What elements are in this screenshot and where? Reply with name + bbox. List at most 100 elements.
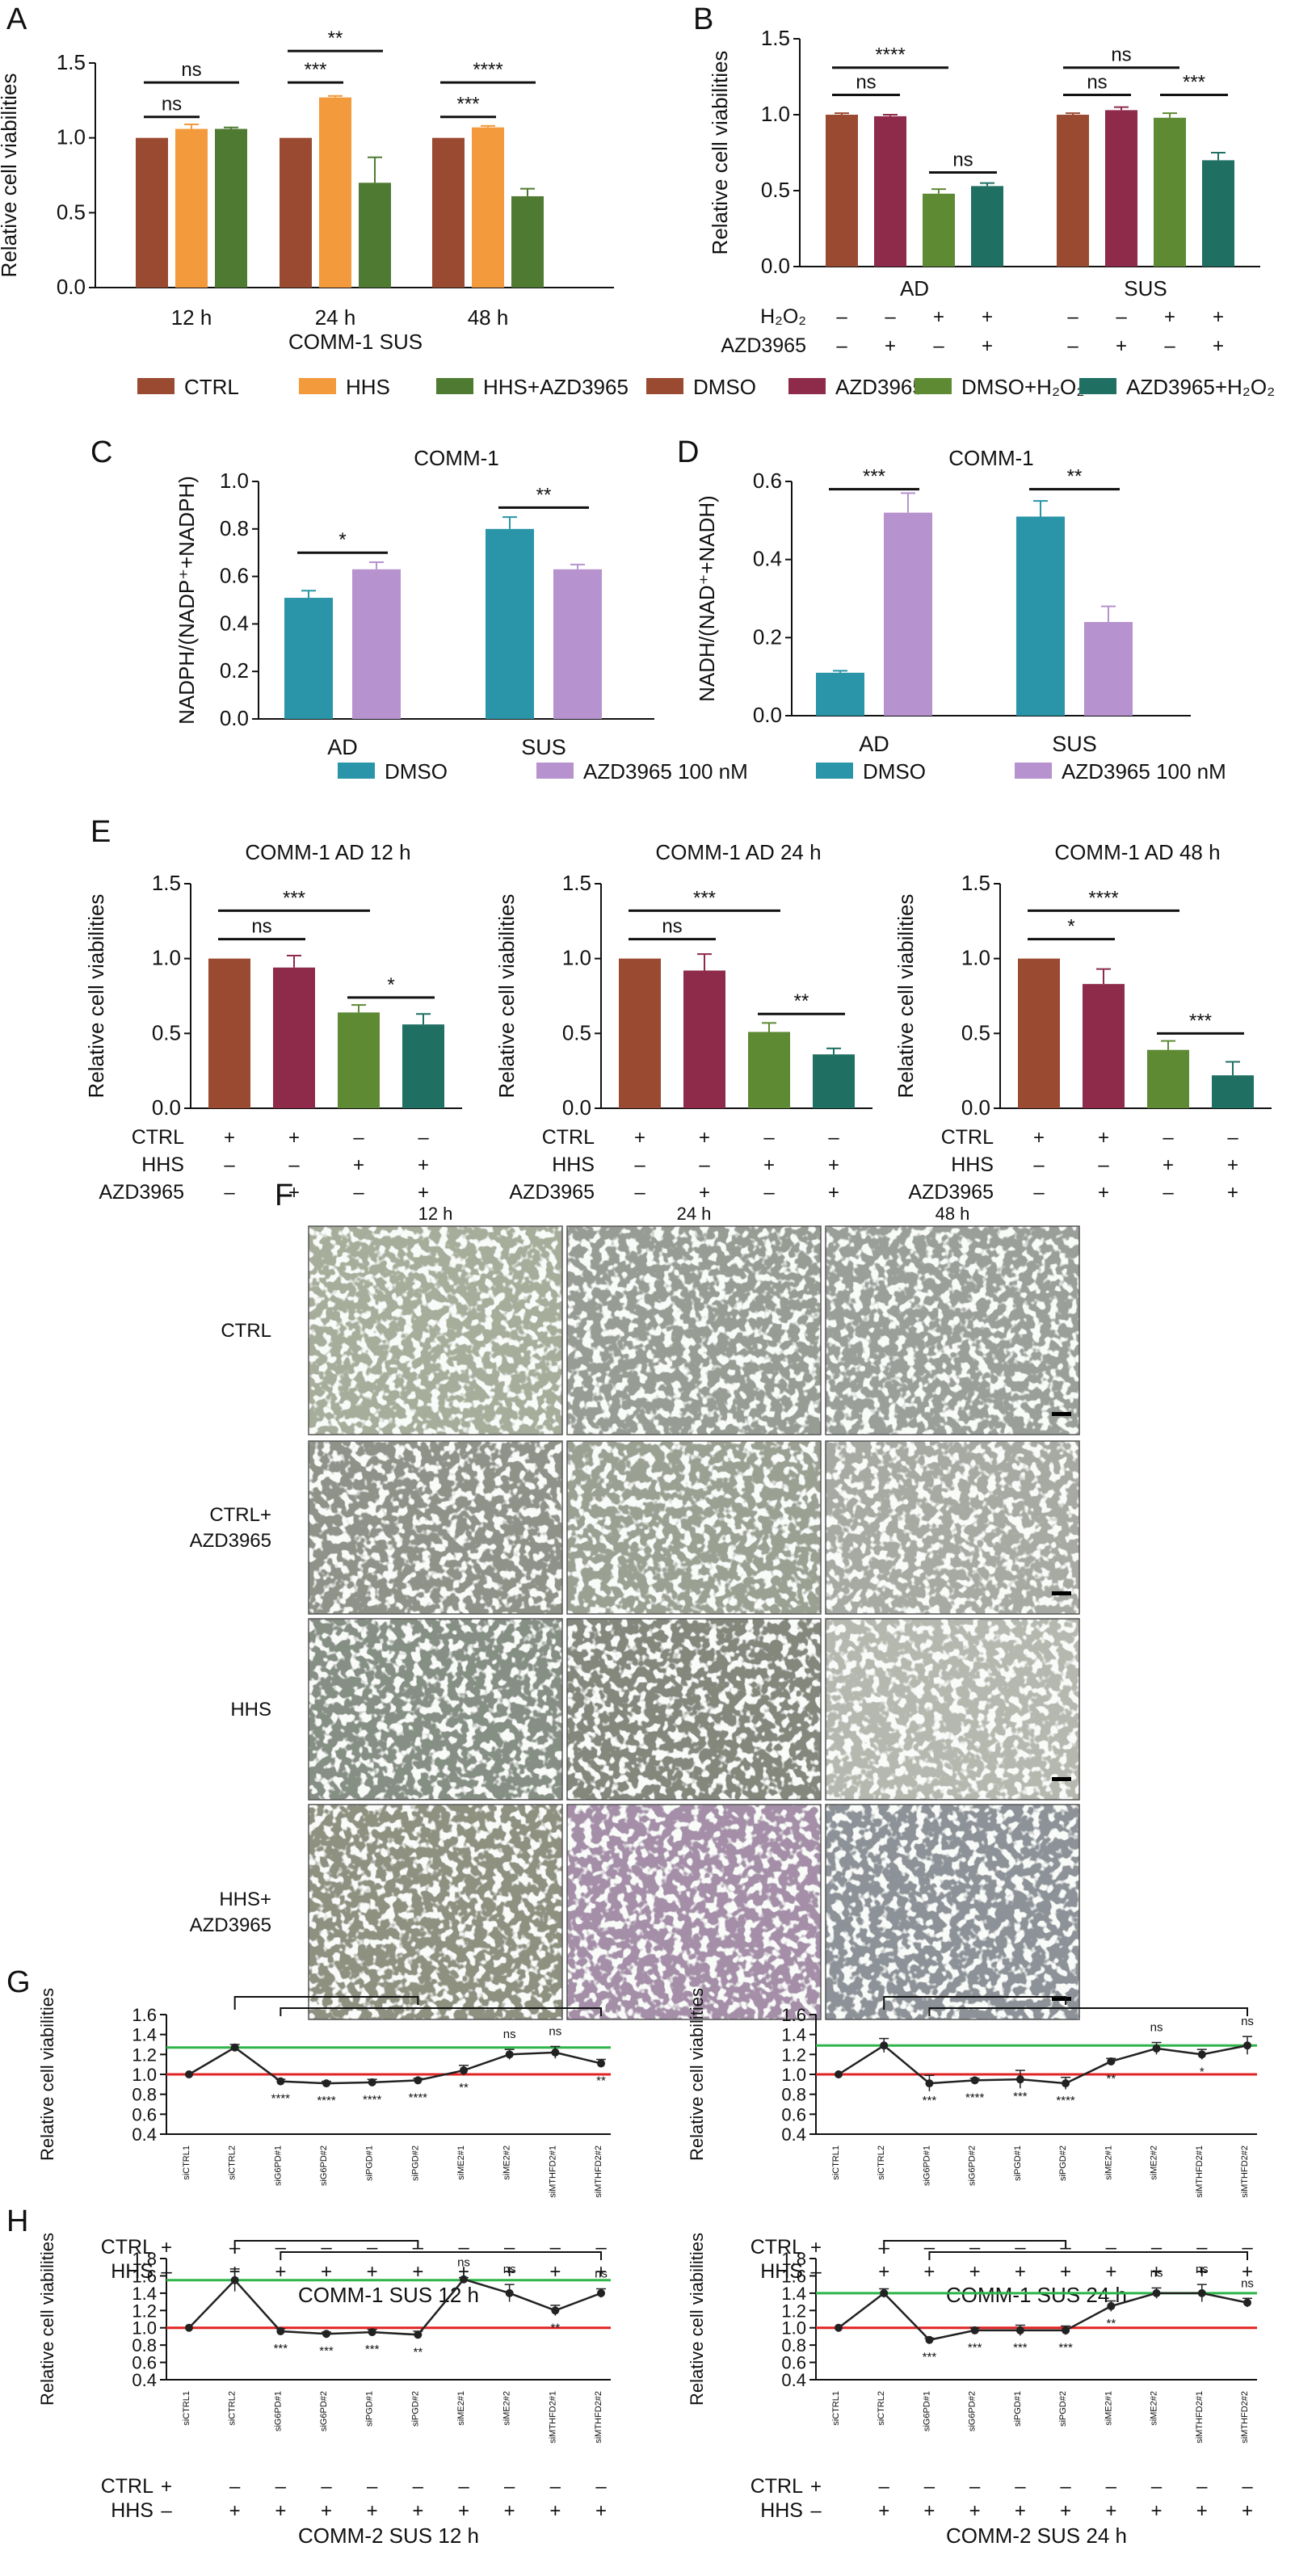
condition-sign: – xyxy=(224,1182,235,1204)
data-point xyxy=(597,2059,605,2068)
condition-label: CTRL xyxy=(751,2475,803,2498)
chart-e3: 0.0 0.5 1.0 1.5 Relative cell viabilities COM… xyxy=(893,840,1272,1204)
condition-sign: – xyxy=(161,2500,172,2522)
comparison-bracket xyxy=(928,2251,1248,2260)
significance-label: **** xyxy=(1056,2094,1075,2107)
x-tick-label: siG6PD#1 xyxy=(273,2145,283,2186)
significance-label: ns xyxy=(549,2024,561,2038)
chart-title: COMM-1 SUS 12 h xyxy=(298,2283,479,2307)
y-tick-label: 1.0 xyxy=(132,2065,157,2085)
data-point xyxy=(505,2050,514,2059)
x-tick-label: siPGD#1 xyxy=(1013,2391,1023,2427)
condition-sign: – xyxy=(1227,1127,1238,1149)
condition-label: AZD3965 xyxy=(509,1181,595,1204)
condition-sign: – xyxy=(1067,335,1078,357)
x-tick-label: siMTHFD2#1 xyxy=(548,2391,557,2444)
legend-label: AZD3965 100 nM xyxy=(1062,759,1226,784)
condition-sign: – xyxy=(1163,1127,1174,1149)
condition-sign: – xyxy=(288,1154,300,1176)
x-tick-label: siMTHFD2#1 xyxy=(1195,2391,1205,2444)
significance-label: **** xyxy=(1088,887,1118,909)
y-tick-label: 0.4 xyxy=(132,2124,157,2145)
condition-sign: – xyxy=(1098,1154,1109,1176)
condition-sign: – xyxy=(504,2237,515,2259)
series-line xyxy=(188,2278,602,2336)
chart-d: 0.0 0.2 0.4 0.6 NADH/(NAD⁺+NADH) COMM-1 AD SUS *… xyxy=(695,446,1191,756)
condition-label: H₂O₂ xyxy=(760,305,806,328)
panel-letter: D xyxy=(677,435,699,469)
x-tick-label: siCTRL1 xyxy=(182,2391,191,2426)
y-tick-label: 0.2 xyxy=(220,658,249,683)
y-tick-label: 0.4 xyxy=(753,547,782,571)
condition-sign: – xyxy=(353,1182,364,1204)
chart-c: 0.0 0.2 0.4 0.6 0.8 1.0 NADPH/(NADP⁺+NADPH) COM… xyxy=(174,446,654,759)
significance-label: ns xyxy=(1196,2263,1209,2276)
x-tick-label: siG6PD#2 xyxy=(319,2391,329,2431)
bar xyxy=(359,183,391,288)
scale-bar xyxy=(1052,1777,1071,1781)
comparison-bracket xyxy=(233,1996,419,2010)
x-tick-label: siG6PD#2 xyxy=(968,2145,978,2186)
x-tick-label: siG6PD#2 xyxy=(319,2145,329,2186)
condition-sign: + xyxy=(969,2261,981,2283)
x-tick-label: SUS xyxy=(521,735,566,759)
condition-sign: + xyxy=(1105,2261,1116,2283)
x-tick-label: siME2#2 xyxy=(1150,2145,1159,2180)
bar xyxy=(971,186,1003,267)
significance-label: *** xyxy=(923,2094,937,2107)
condition-sign: – xyxy=(1116,306,1127,328)
y-axis-label: NADH/(NAD⁺+NADH) xyxy=(695,495,719,702)
condition-sign: – xyxy=(969,2237,981,2259)
data-point xyxy=(1243,2298,1251,2307)
condition-sign: + xyxy=(828,1154,839,1176)
panel-letter: C xyxy=(90,435,112,469)
bar xyxy=(1202,160,1234,267)
condition-sign: + xyxy=(321,2500,332,2522)
micrograph-frame xyxy=(825,1440,1080,1615)
significance-label: **** xyxy=(271,2092,291,2106)
data-point xyxy=(880,2288,889,2297)
micrograph-frame xyxy=(825,1225,1080,1435)
condition-sign: – xyxy=(1033,1182,1045,1204)
micrograph-column-label: 24 h xyxy=(677,1204,712,1224)
condition-label: HHS xyxy=(760,2499,803,2522)
comparison-bracket xyxy=(883,1996,1067,2010)
significance-label: * xyxy=(387,974,394,996)
y-tick-label: 1.5 xyxy=(152,871,181,895)
condition-sign: + xyxy=(1098,1182,1109,1204)
significance-label: *** xyxy=(1189,1010,1212,1032)
significance-label: *** xyxy=(1058,2341,1073,2355)
micrograph-image xyxy=(566,1440,822,1615)
condition-sign: – xyxy=(595,2476,607,2498)
condition-label: HHS xyxy=(951,1154,994,1176)
bar xyxy=(816,672,864,716)
condition-label: HHS xyxy=(760,2260,803,2283)
micrograph-image xyxy=(308,1225,563,1435)
significance-label: *** xyxy=(863,466,885,488)
micrograph-frame xyxy=(825,1618,1080,1801)
condition-label: CTRL xyxy=(751,2236,803,2259)
bar xyxy=(1018,958,1060,1108)
significance-label: ns xyxy=(503,2028,516,2041)
y-tick-label: 0.5 xyxy=(57,200,86,224)
y-axis-label: Relative cell viabilities xyxy=(0,74,21,278)
legend-label: DMSO xyxy=(693,375,756,399)
data-point xyxy=(835,2323,843,2332)
data-point xyxy=(1062,2326,1070,2334)
series-line xyxy=(188,2046,602,2085)
chart-title: COMM-1 xyxy=(414,446,498,470)
condition-sign: + xyxy=(353,1154,364,1176)
condition-sign: + xyxy=(1033,1127,1045,1149)
condition-sign: – xyxy=(418,1127,429,1149)
data-point xyxy=(925,2335,934,2344)
condition-sign: + xyxy=(699,1127,710,1149)
legend-swatch xyxy=(1015,763,1052,779)
x-tick-label: siPGD#2 xyxy=(410,2145,420,2181)
legend-label: AZD3965 100 nM xyxy=(583,759,748,784)
significance-label: **** xyxy=(363,2093,382,2107)
x-tick-label: siMTHFD2#1 xyxy=(548,2145,557,2198)
legend-label: AZD3965 xyxy=(835,375,924,399)
micrograph-row-label: HHS+ xyxy=(219,1889,271,1910)
x-tick-label: siPGD#2 xyxy=(1058,2145,1068,2181)
condition-sign: + xyxy=(1196,2261,1208,2283)
